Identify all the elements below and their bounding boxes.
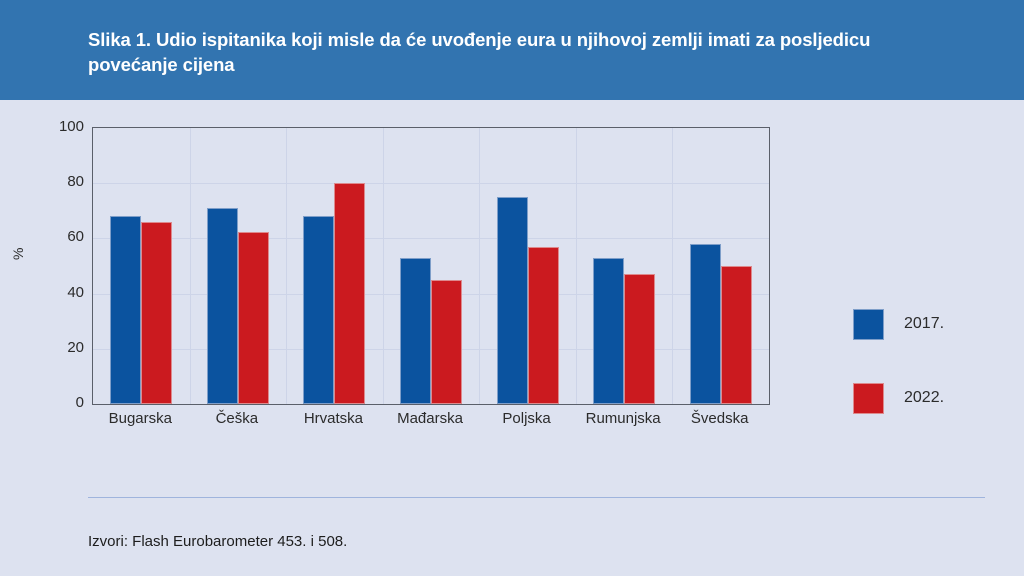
gridline [286, 128, 288, 404]
bar-rumunjska-2022[interactable] [624, 274, 656, 404]
y-axis-tick-label: 40 [67, 283, 84, 301]
bar-group [303, 128, 366, 404]
x-axis-tick-labels: Bugarska Češka Hrvatska Mađarska Poljska Rumu… [92, 410, 768, 436]
bar-rumunjska-2017[interactable] [593, 257, 625, 404]
x-axis-tick-label: Rumunjska [585, 410, 661, 427]
y-axis-tick-label: 60 [67, 228, 84, 246]
x-axis-tick-label: Mađarska [397, 410, 463, 427]
bar-češka-2022[interactable] [237, 231, 269, 404]
x-axis-tick-label: Hrvatska [303, 410, 364, 427]
legend-item-label: 2022. [904, 389, 945, 406]
page-title: Slika 1. Udio ispitanika koji misle da ć… [88, 29, 871, 75]
bar-group [206, 128, 269, 404]
bar-mađarska-2022[interactable] [431, 279, 462, 404]
y-axis-title: % [10, 247, 26, 260]
legend-item-2022[interactable]: 2022. [853, 381, 1003, 415]
bar-group [496, 128, 559, 404]
bar-poljska-2022[interactable] [527, 246, 559, 404]
y-axis-tick-label: 80 [67, 173, 84, 191]
gridline [93, 183, 769, 185]
gridline [189, 128, 191, 404]
y-axis-tick-label: 20 [67, 338, 84, 356]
bar-švedska-2017[interactable] [689, 243, 721, 404]
bar-bugarska-2022[interactable] [141, 221, 173, 404]
legend-swatch-icon [853, 308, 884, 340]
y-axis-tick-label: 100 [58, 118, 84, 135]
x-axis-tick-label: Poljska [502, 410, 551, 427]
y-axis-tick-label: 0 [75, 394, 84, 411]
legend-item-label: 2017. [904, 315, 945, 332]
bar-hrvatska-2017[interactable] [303, 216, 335, 404]
gridline [382, 128, 384, 404]
figure-header-band: Slika 1. Udio ispitanika koji misle da ć… [0, 0, 1024, 100]
gridline [575, 128, 577, 404]
bar-mađarska-2017[interactable] [400, 257, 431, 404]
plot-area [92, 127, 770, 405]
bar-hrvatska-2022[interactable] [334, 183, 366, 404]
bar-group [689, 128, 752, 404]
source-note: Izvori: Flash Eurobarometer 453. i 508. [88, 533, 348, 550]
bar-group [593, 128, 656, 404]
chart-legend: 2017. 2022. [853, 307, 1003, 455]
bar-bugarska-2017[interactable] [110, 216, 142, 404]
legend-swatch-icon [853, 382, 884, 414]
bar-švedska-2022[interactable] [720, 266, 752, 404]
x-axis-tick-label: Švedska [690, 410, 749, 427]
gridline [479, 128, 481, 404]
bar-group [110, 128, 173, 404]
x-axis-tick-label: Bugarska [108, 410, 172, 427]
gridline [93, 238, 769, 240]
x-axis-tick-label: Češka [215, 410, 259, 427]
legend-item-2017[interactable]: 2017. [853, 307, 1003, 341]
footer-divider [88, 497, 985, 498]
bar-chart: % 0 20 40 60 80 100 Bugarska Češka Hrvatska Mađa… [0, 100, 1024, 497]
bar-poljska-2017[interactable] [496, 197, 528, 404]
gridline [672, 128, 674, 404]
y-axis-tick-labels: 0 20 40 60 80 100 [40, 118, 84, 411]
bar-group [400, 128, 462, 404]
bar-češka-2017[interactable] [206, 208, 238, 404]
